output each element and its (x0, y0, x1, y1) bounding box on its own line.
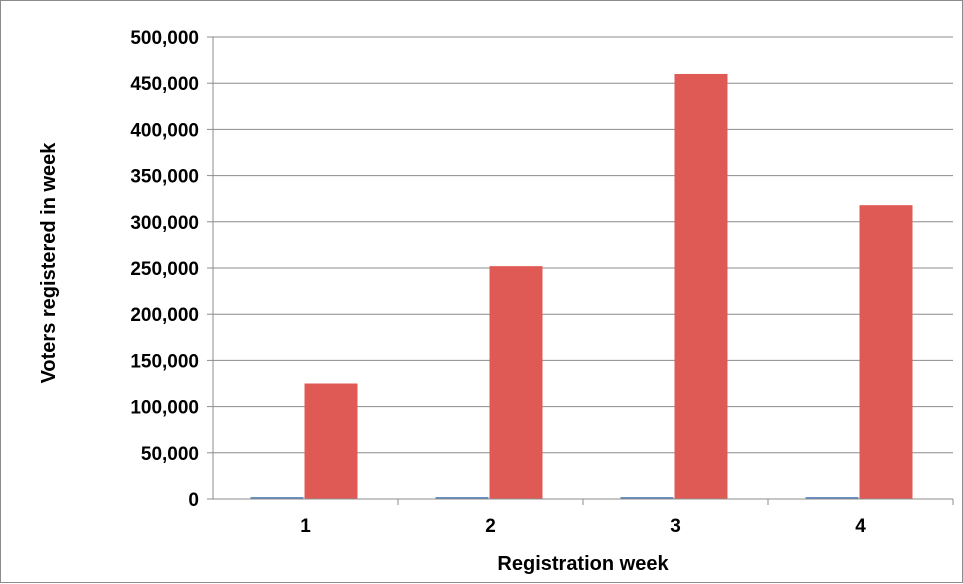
y-tick-label: 200,000 (130, 305, 199, 326)
y-tick-labels: 0 50,000 100,000 150,000 200,000 250,000 300,0… (130, 28, 199, 511)
y-tick-label: 400,000 (130, 120, 199, 141)
bar-series-1-week-2 (435, 497, 489, 499)
y-axis-title: Voters registered in week (38, 142, 60, 384)
y-tick-label: 350,000 (130, 167, 199, 188)
bar-series-1-week-4 (805, 497, 859, 499)
x-tick-labels: 1 2 3 4 (300, 516, 866, 537)
axes (212, 37, 953, 500)
bar-series-2-week-3 (674, 73, 728, 500)
bar-series-2-week-1 (304, 383, 358, 499)
y-tick-label: 150,000 (130, 351, 199, 372)
y-tick-label: 450,000 (130, 74, 199, 95)
y-tick-label: 100,000 (130, 398, 199, 419)
y-tick-label: 300,000 (130, 213, 199, 234)
y-tick-label: 50,000 (141, 444, 199, 465)
x-tick-label: 4 (855, 516, 866, 537)
bar-series-1-week-1 (250, 497, 304, 499)
x-tick-label: 2 (485, 516, 496, 537)
gridlines (207, 36, 954, 505)
y-tick-label: 250,000 (130, 259, 199, 280)
x-axis-title: Registration week (497, 553, 669, 575)
x-tick-label: 1 (300, 516, 311, 537)
y-tick-label: 0 (188, 490, 199, 511)
bars (250, 73, 913, 500)
bar-series-2-week-4 (859, 205, 913, 499)
x-tick-label: 3 (670, 516, 681, 537)
bar-series-1-week-3 (620, 497, 674, 499)
bar-series-2-week-2 (489, 266, 543, 499)
y-tick-label: 500,000 (130, 28, 199, 49)
